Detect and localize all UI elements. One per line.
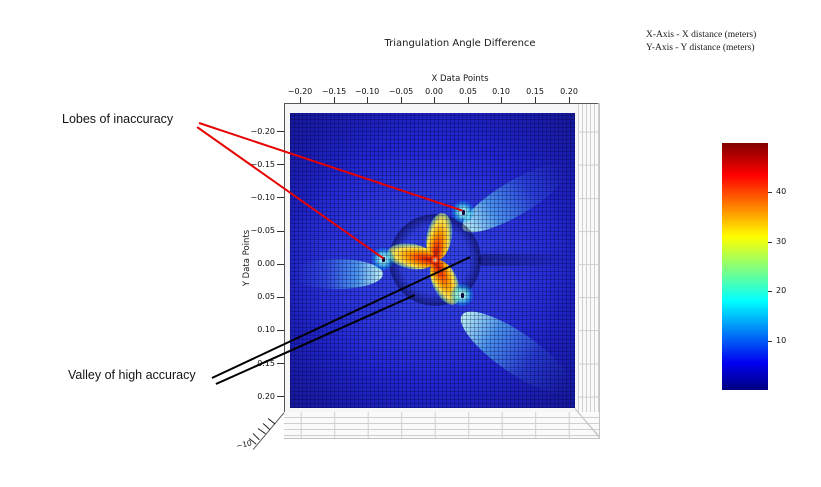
station-marker <box>461 209 465 215</box>
z-tick-label: −10 <box>235 438 253 451</box>
station-marker <box>460 292 464 298</box>
y-tick <box>277 330 284 331</box>
x-tick-label: 0.10 <box>492 87 510 96</box>
wireframe-grid-overlay <box>290 113 575 408</box>
x-tick-label: −0.10 <box>354 87 380 96</box>
pane-outer-edge-right <box>599 103 600 439</box>
x-axis-label: X Data Points <box>431 74 489 84</box>
y-tick <box>277 131 284 132</box>
x-tick <box>535 97 536 103</box>
x-tick-label: 0.15 <box>526 87 544 96</box>
y-axis-label: Y Data Points <box>242 229 252 287</box>
x-tick <box>367 97 368 103</box>
y-tick-label: 0.20 <box>257 392 275 401</box>
x-tick <box>401 97 402 103</box>
x-tick <box>468 97 469 103</box>
x-tick-label: −0.05 <box>388 87 414 96</box>
colorbar-tick-label: 40 <box>776 187 787 196</box>
z-tick-stroke <box>252 433 260 441</box>
y-tick-label: −0.05 <box>250 226 275 235</box>
x-tick-label: −0.15 <box>321 87 347 96</box>
colorbar-tick <box>768 341 772 342</box>
chart-title: Triangulation Angle Difference <box>384 38 536 49</box>
y-tick-label: −0.10 <box>250 193 275 202</box>
x-tick-label: −0.20 <box>287 87 313 96</box>
colorbar-tick-label: 30 <box>776 237 787 246</box>
valley-band <box>478 254 573 266</box>
colorbar <box>722 143 768 390</box>
pane-outer-edge-bottom <box>284 438 600 439</box>
pane-bottom-wall <box>284 412 599 438</box>
x-tick <box>334 97 335 103</box>
z-tick-stroke <box>257 428 266 435</box>
y-tick <box>277 297 284 298</box>
y-tick <box>277 396 284 397</box>
annotation-lobes-label: Lobes of inaccuracy <box>62 112 174 126</box>
colorbar-tick <box>768 192 772 193</box>
colorbar-tick <box>768 291 772 292</box>
pane-right-wall <box>578 103 599 438</box>
surface-heatmap <box>280 113 583 408</box>
x-tick-label: 0.05 <box>459 87 477 96</box>
y-tick <box>277 363 284 364</box>
z-tick-stroke <box>262 423 271 431</box>
y-tick <box>277 197 284 198</box>
x-tick <box>300 97 301 103</box>
x-tick-label: 0.20 <box>560 87 578 96</box>
x-tick <box>569 97 570 103</box>
axis-units-note: X-Axis - X distance (meters) Y-Axis - Y … <box>646 29 756 55</box>
colorbar-tick-label: 20 <box>776 286 787 295</box>
y-tick-label: 0.00 <box>257 259 275 268</box>
y-axis-line <box>284 103 285 412</box>
axis-units-note-line2: Y-Axis - Y distance (meters) <box>646 43 755 53</box>
y-tick-label: 0.15 <box>257 359 275 368</box>
colorbar-tick-label: 10 <box>776 336 787 345</box>
annotation-valley-label: Valley of high accuracy <box>68 368 196 382</box>
y-tick <box>277 264 284 265</box>
colorbar-tick <box>768 242 772 243</box>
y-tick-label: −0.15 <box>250 160 275 169</box>
x-tick-label: 0.00 <box>425 87 443 96</box>
y-tick <box>277 164 284 165</box>
y-tick-label: 0.10 <box>257 325 275 334</box>
x-axis-line <box>284 103 598 104</box>
axis-units-note-line1: X-Axis - X distance (meters) <box>646 30 757 40</box>
y-tick <box>277 231 284 232</box>
x-tick <box>501 97 502 103</box>
y-tick-label: 0.05 <box>257 292 275 301</box>
y-tick-label: −0.20 <box>250 127 275 136</box>
x-tick <box>434 97 435 103</box>
peak-center <box>430 255 440 265</box>
